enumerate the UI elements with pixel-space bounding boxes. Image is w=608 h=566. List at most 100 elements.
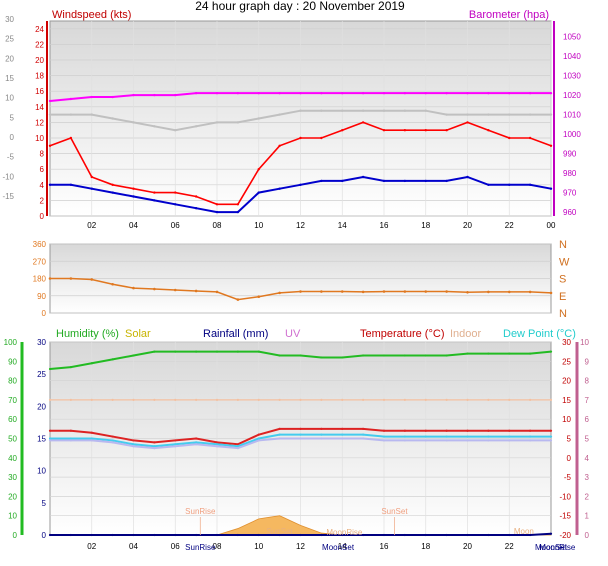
data-point xyxy=(528,91,532,95)
data-point xyxy=(466,533,469,537)
data-point xyxy=(299,290,302,293)
data-point xyxy=(132,439,135,442)
data-point xyxy=(549,113,553,116)
data-point xyxy=(424,439,427,442)
y-humidity-tick: 50 xyxy=(8,435,17,444)
data-point xyxy=(257,533,260,537)
legend-item: Solar xyxy=(125,328,151,340)
data-point xyxy=(487,435,490,438)
data-point xyxy=(320,533,323,537)
data-point xyxy=(424,354,427,357)
legend-item: UV xyxy=(285,328,301,340)
data-point xyxy=(48,99,52,103)
data-point xyxy=(48,533,52,537)
data-point xyxy=(299,183,302,186)
data-point xyxy=(487,533,490,537)
data-point xyxy=(69,113,73,116)
data-point xyxy=(69,97,73,101)
data-point xyxy=(508,183,511,186)
data-point xyxy=(341,433,344,436)
data-point xyxy=(362,433,365,436)
data-point xyxy=(174,129,177,132)
data-point xyxy=(320,91,323,95)
data-point xyxy=(445,290,448,293)
data-point xyxy=(48,429,52,432)
data-point xyxy=(320,136,323,140)
data-point xyxy=(299,136,302,140)
data-point xyxy=(487,398,490,401)
data-point xyxy=(445,398,448,401)
data-point xyxy=(508,533,511,537)
data-point xyxy=(69,365,72,369)
data-point xyxy=(90,439,93,442)
data-point xyxy=(48,277,52,280)
y-humidity-tick: 30 xyxy=(8,473,17,482)
data-point xyxy=(48,183,52,186)
data-point xyxy=(69,183,73,186)
data-point xyxy=(466,435,469,438)
y-left-tick: 10 xyxy=(35,134,44,143)
y-rain-tick: 5 xyxy=(42,499,47,508)
y-left-outer-tick: 0 xyxy=(10,133,15,142)
x-tick: 22 xyxy=(505,542,514,551)
data-point xyxy=(424,290,428,293)
data-point xyxy=(445,435,448,438)
data-point xyxy=(508,398,511,401)
data-point xyxy=(445,354,448,357)
data-point xyxy=(424,179,427,183)
data-point xyxy=(153,533,156,537)
data-point xyxy=(382,179,386,183)
data-point xyxy=(299,427,302,430)
y-right-tick: 1050 xyxy=(563,33,581,42)
data-point xyxy=(111,191,114,194)
data-point xyxy=(299,433,302,436)
data-point xyxy=(299,437,302,440)
data-point xyxy=(48,367,52,371)
data-point xyxy=(320,427,323,430)
data-point xyxy=(132,93,135,97)
data-point xyxy=(236,443,239,446)
y-right-tick: 960 xyxy=(563,208,577,217)
data-point xyxy=(153,447,156,450)
data-point xyxy=(69,533,72,537)
data-point xyxy=(111,398,114,401)
data-point xyxy=(174,443,177,446)
data-point xyxy=(174,398,177,401)
legend-item: Humidity (%) xyxy=(56,328,119,340)
data-point xyxy=(361,290,365,294)
y-humidity-tick: 40 xyxy=(8,454,17,463)
data-point xyxy=(382,435,386,438)
data-point xyxy=(320,437,323,440)
data-point xyxy=(529,435,532,438)
data-point xyxy=(69,439,72,442)
y-right-tick: 1030 xyxy=(563,72,581,81)
y-temp-tick: 30 xyxy=(562,338,571,347)
data-point xyxy=(382,354,386,357)
x-tick: 00 xyxy=(547,221,556,230)
data-point xyxy=(236,203,240,206)
data-point xyxy=(257,350,260,353)
data-point xyxy=(528,183,532,186)
data-point xyxy=(195,533,198,537)
x-tick: 16 xyxy=(380,221,389,230)
y-right-tick: 1020 xyxy=(563,91,581,100)
data-point xyxy=(278,533,281,537)
data-point xyxy=(132,445,135,448)
data-point xyxy=(445,429,448,432)
y-humidity-tick: 0 xyxy=(13,531,18,540)
data-point xyxy=(549,429,553,432)
data-point xyxy=(382,533,386,537)
data-point xyxy=(445,439,448,442)
data-point xyxy=(257,437,260,440)
data-point xyxy=(362,533,365,537)
x-tick: 20 xyxy=(463,221,472,230)
data-point xyxy=(341,109,344,112)
data-point xyxy=(236,121,240,124)
y-left-tick: 4 xyxy=(40,181,45,190)
data-point xyxy=(382,429,386,432)
data-point xyxy=(403,129,407,132)
data-point xyxy=(278,113,281,116)
data-point xyxy=(174,350,177,353)
data-point xyxy=(382,398,386,401)
data-point xyxy=(195,441,198,444)
